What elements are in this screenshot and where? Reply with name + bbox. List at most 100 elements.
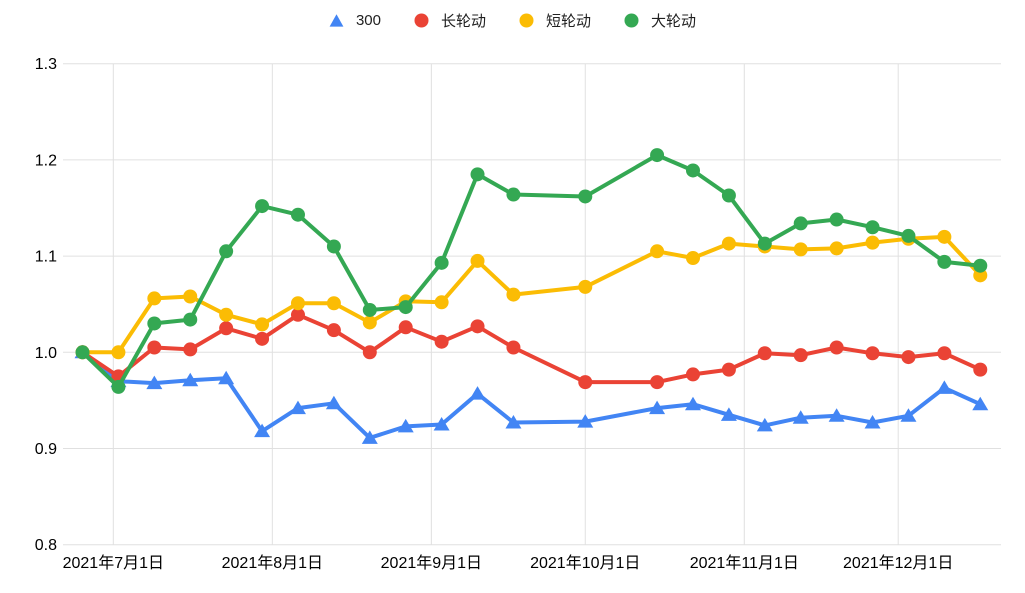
data-point-300-11[interactable]: [469, 386, 486, 400]
data-point-短轮动-1[interactable]: [111, 345, 126, 360]
data-point-短轮动-6[interactable]: [290, 296, 305, 311]
data-point-短轮动-20[interactable]: [865, 235, 880, 250]
legend-item-300[interactable]: 300: [329, 12, 381, 29]
data-point-短轮动-19[interactable]: [829, 241, 844, 256]
data-point-大轮动-6[interactable]: [290, 207, 305, 222]
data-point-短轮动-23[interactable]: [973, 268, 988, 283]
legend-item-label: 300: [355, 12, 381, 29]
data-point-300-3[interactable]: [182, 372, 199, 387]
data-point-大轮动-0[interactable]: [75, 345, 90, 360]
data-point-大轮动-18[interactable]: [793, 216, 808, 231]
data-point-大轮动-13[interactable]: [578, 189, 593, 204]
legend-item-长轮动[interactable]: 长轮动: [414, 10, 486, 31]
data-point-300-21[interactable]: [900, 408, 917, 422]
data-point-短轮动-14[interactable]: [650, 244, 665, 259]
data-point-300-14[interactable]: [649, 400, 666, 415]
legend-circle-icon: [414, 13, 429, 28]
data-point-大轮动-4[interactable]: [219, 244, 234, 259]
legend-item-label: 长轮动: [440, 13, 486, 30]
data-point-长轮动-15[interactable]: [685, 367, 700, 382]
data-point-短轮动-3[interactable]: [183, 289, 198, 304]
data-point-长轮动-18[interactable]: [793, 348, 808, 363]
x-axis-tick-label: 2021年10月1日: [530, 554, 640, 572]
data-point-大轮动-19[interactable]: [829, 212, 844, 227]
data-point-300-7[interactable]: [325, 395, 342, 410]
data-point-大轮动-9[interactable]: [398, 300, 413, 315]
data-point-300-12[interactable]: [505, 415, 522, 429]
data-point-大轮动-14[interactable]: [650, 148, 665, 163]
data-point-300-20[interactable]: [864, 415, 881, 429]
data-point-大轮动-15[interactable]: [685, 163, 700, 178]
data-point-大轮动-8[interactable]: [362, 302, 377, 317]
data-point-大轮动-23[interactable]: [973, 258, 988, 273]
data-point-300-19[interactable]: [828, 408, 845, 422]
data-point-大轮动-17[interactable]: [757, 236, 772, 251]
data-point-300-4[interactable]: [218, 370, 235, 385]
data-point-大轮动-10[interactable]: [434, 255, 449, 270]
data-point-长轮动-14[interactable]: [650, 375, 665, 390]
data-point-短轮动-13[interactable]: [578, 279, 593, 294]
data-point-长轮动-3[interactable]: [183, 342, 198, 357]
data-point-300-5[interactable]: [254, 423, 271, 438]
data-point-长轮动-19[interactable]: [829, 340, 844, 355]
legend-item-短轮动[interactable]: 短轮动: [519, 10, 591, 31]
data-point-大轮动-16[interactable]: [721, 188, 736, 203]
data-point-300-17[interactable]: [756, 417, 773, 432]
data-point-短轮动-16[interactable]: [721, 236, 736, 251]
data-point-300-23[interactable]: [972, 396, 989, 411]
data-point-长轮动-20[interactable]: [865, 346, 880, 361]
data-point-大轮动-3[interactable]: [183, 312, 198, 327]
data-point-300-6[interactable]: [289, 400, 306, 415]
data-point-大轮动-22[interactable]: [937, 254, 952, 269]
data-point-长轮动-17[interactable]: [757, 346, 772, 361]
data-point-长轮动-23[interactable]: [973, 362, 988, 377]
data-point-300-8[interactable]: [361, 430, 378, 444]
data-point-长轮动-21[interactable]: [901, 350, 916, 365]
data-point-短轮动-7[interactable]: [326, 296, 341, 311]
data-point-短轮动-10[interactable]: [434, 295, 449, 310]
data-point-短轮动-18[interactable]: [793, 242, 808, 257]
legend-item-大轮动[interactable]: 大轮动: [624, 10, 696, 31]
data-point-长轮动-5[interactable]: [255, 331, 270, 346]
data-point-短轮动-11[interactable]: [470, 253, 485, 268]
data-point-大轮动-20[interactable]: [865, 220, 880, 235]
data-point-长轮动-4[interactable]: [219, 321, 234, 336]
data-point-短轮动-2[interactable]: [147, 291, 162, 306]
data-point-大轮动-12[interactable]: [506, 187, 521, 202]
data-point-300-2[interactable]: [146, 375, 163, 390]
data-point-长轮动-11[interactable]: [470, 319, 485, 334]
data-point-大轮动-2[interactable]: [147, 316, 162, 331]
legend-circle-icon: [624, 13, 639, 28]
data-point-300-15[interactable]: [684, 396, 701, 411]
data-point-300-9[interactable]: [397, 418, 414, 433]
data-point-短轮动-12[interactable]: [506, 287, 521, 302]
data-point-300-18[interactable]: [792, 410, 809, 424]
data-point-长轮动-13[interactable]: [578, 375, 593, 390]
data-point-大轮动-7[interactable]: [326, 239, 341, 254]
data-point-长轮动-16[interactable]: [721, 362, 736, 377]
data-point-300-13[interactable]: [577, 414, 594, 428]
data-point-300-22[interactable]: [936, 380, 953, 394]
data-point-短轮动-4[interactable]: [219, 307, 234, 322]
data-point-长轮动-12[interactable]: [506, 340, 521, 355]
data-point-短轮动-22[interactable]: [937, 229, 952, 244]
data-point-大轮动-21[interactable]: [901, 228, 916, 243]
data-point-长轮动-8[interactable]: [362, 345, 377, 360]
data-point-300-16[interactable]: [720, 407, 737, 421]
data-point-长轮动-2[interactable]: [147, 340, 162, 355]
data-point-长轮动-7[interactable]: [326, 323, 341, 338]
data-point-短轮动-8[interactable]: [362, 315, 377, 330]
data-point-300-10[interactable]: [433, 416, 450, 431]
data-point-长轮动-22[interactable]: [937, 346, 952, 361]
data-point-短轮动-15[interactable]: [685, 251, 700, 266]
legend-circle-icon: [519, 13, 534, 28]
data-point-长轮动-10[interactable]: [434, 334, 449, 349]
legend-triangle-icon: [329, 14, 344, 27]
data-point-大轮动-1[interactable]: [111, 379, 126, 394]
data-point-大轮动-5[interactable]: [255, 199, 270, 214]
data-point-短轮动-5[interactable]: [255, 317, 270, 332]
data-point-长轮动-6[interactable]: [290, 307, 305, 322]
data-point-大轮动-11[interactable]: [470, 167, 485, 182]
data-point-长轮动-9[interactable]: [398, 320, 413, 335]
